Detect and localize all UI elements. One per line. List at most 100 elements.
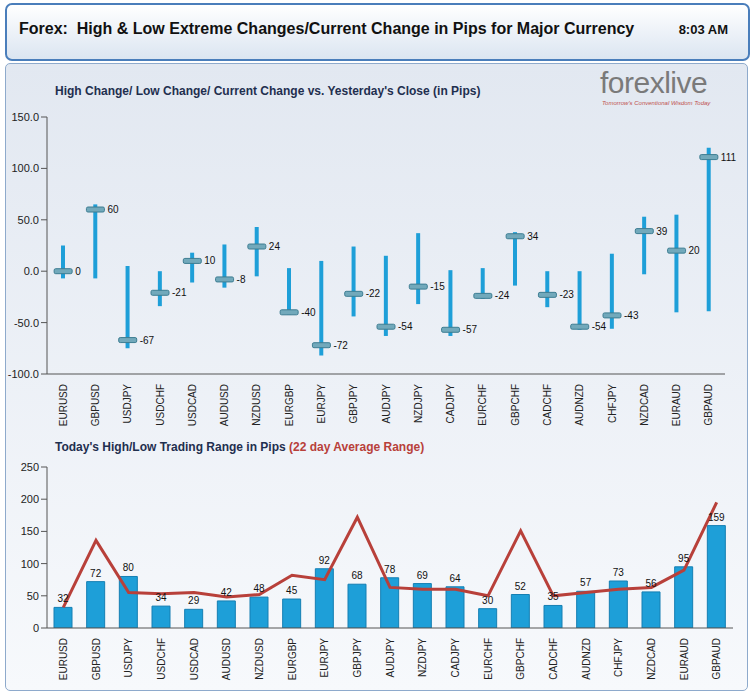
svg-text:AUDJPY: AUDJPY: [385, 638, 396, 678]
svg-text:GBPJPY: GBPJPY: [348, 384, 359, 424]
svg-text:250: 250: [21, 461, 39, 473]
html-text:High Change/ Low Change/ Curre: High Change/ Low Change/ Current Change …: [55, 84, 481, 98]
svg-text:32: 32: [57, 593, 69, 604]
svg-text:42: 42: [221, 587, 233, 598]
svg-text:-57: -57: [463, 324, 478, 335]
svg-text:EURUSD: EURUSD: [58, 384, 69, 426]
svg-text:56: 56: [645, 578, 657, 589]
svg-text:69: 69: [417, 570, 429, 581]
svg-text:-72: -72: [333, 340, 348, 351]
svg-text:CHFJPY: CHFJPY: [613, 638, 624, 677]
svg-text:150: 150: [21, 525, 39, 537]
svg-text:NZDJPY: NZDJPY: [417, 638, 428, 677]
svg-text:GBPAUD: GBPAUD: [711, 638, 722, 680]
svg-text:-22: -22: [366, 288, 381, 299]
svg-text:0.0: 0.0: [24, 265, 39, 277]
svg-text:EURGBP: EURGBP: [284, 384, 295, 427]
svg-text:60: 60: [107, 204, 119, 215]
svg-text:100.0: 100.0: [11, 162, 39, 174]
svg-text:20: 20: [689, 245, 701, 256]
svg-text:80: 80: [123, 562, 135, 573]
svg-text:-50.0: -50.0: [14, 317, 39, 329]
svg-text:EURJPY: EURJPY: [319, 638, 330, 678]
svg-text:GBPUSD: GBPUSD: [91, 638, 102, 680]
svg-text:CADJPY: CADJPY: [445, 384, 456, 424]
svg-text:NZDCAD: NZDCAD: [639, 384, 650, 426]
svg-text:USDJPY: USDJPY: [122, 384, 133, 424]
svg-text:-24: -24: [495, 290, 510, 301]
svg-text:100: 100: [21, 558, 39, 570]
svg-text:CADCHF: CADCHF: [542, 384, 553, 426]
svg-text:EURAUD: EURAUD: [671, 384, 682, 426]
html-text:forexlive: forexlive: [600, 66, 708, 99]
svg-text:24: 24: [269, 241, 281, 252]
svg-text:EURAUD: EURAUD: [679, 638, 690, 680]
svg-text:48: 48: [253, 583, 265, 594]
svg-text:64: 64: [449, 573, 461, 584]
svg-text:AUDJPY: AUDJPY: [381, 384, 392, 424]
svg-text:EURCHF: EURCHF: [477, 384, 488, 426]
svg-text:GBPAUD: GBPAUD: [703, 384, 714, 426]
svg-text:EURGBP: EURGBP: [287, 638, 298, 681]
svg-text:-21: -21: [172, 287, 187, 298]
svg-text:NZDUSD: NZDUSD: [254, 638, 265, 680]
svg-text:USDCAD: USDCAD: [187, 384, 198, 426]
svg-text:68: 68: [351, 570, 363, 581]
svg-text:EURJPY: EURJPY: [316, 384, 327, 424]
svg-text:-8: -8: [237, 274, 246, 285]
svg-text:CADJPY: CADJPY: [450, 638, 461, 678]
svg-text:-67: -67: [140, 335, 155, 346]
svg-text:78: 78: [384, 564, 396, 575]
svg-text:GBPCHF: GBPCHF: [510, 384, 521, 426]
svg-text:95: 95: [678, 553, 690, 564]
svg-text:-100.0: -100.0: [8, 368, 39, 380]
svg-text:USDJPY: USDJPY: [123, 638, 134, 678]
svg-text:159: 159: [708, 512, 725, 523]
svg-text:AUDNZD: AUDNZD: [581, 638, 592, 680]
svg-text:-43: -43: [624, 310, 639, 321]
svg-text:CHFJPY: CHFJPY: [607, 384, 618, 423]
svg-text:AUDUSD: AUDUSD: [221, 638, 232, 680]
svg-text:-54: -54: [398, 321, 413, 332]
svg-text:35: 35: [547, 591, 559, 602]
svg-text:50.0: 50.0: [18, 214, 39, 226]
svg-text:USDCHF: USDCHF: [155, 384, 166, 426]
svg-text:150.0: 150.0: [11, 111, 39, 123]
svg-text:45: 45: [286, 585, 298, 596]
svg-text:NZDUSD: NZDUSD: [251, 384, 262, 426]
svg-text:CADCHF: CADCHF: [548, 638, 559, 680]
svg-text:EURUSD: EURUSD: [58, 638, 69, 680]
svg-text:EURCHF: EURCHF: [483, 638, 494, 680]
svg-text:-40: -40: [301, 307, 316, 318]
svg-text:10: 10: [204, 255, 216, 266]
html-text:8:03 AM: 8:03 AM: [678, 22, 728, 37]
svg-text:GBPCHF: GBPCHF: [515, 638, 526, 680]
svg-text:0: 0: [33, 622, 39, 634]
svg-text:111: 111: [721, 152, 737, 163]
svg-text:USDCHF: USDCHF: [156, 638, 167, 680]
svg-text:GBPUSD: GBPUSD: [90, 384, 101, 426]
svg-text:-15: -15: [430, 281, 445, 292]
svg-text:50: 50: [27, 590, 39, 602]
svg-text:GBPJPY: GBPJPY: [352, 638, 363, 678]
svg-text:-54: -54: [592, 321, 607, 332]
svg-text:200: 200: [21, 493, 39, 505]
svg-text:AUDUSD: AUDUSD: [219, 384, 230, 426]
svg-text:72: 72: [90, 568, 102, 579]
svg-text:AUDNZD: AUDNZD: [574, 384, 585, 426]
svg-text:39: 39: [656, 226, 668, 237]
html-text:Forex: High & Low Extreme Chan: Forex: High & Low Extreme Changes/Curren…: [19, 20, 635, 37]
svg-text:30: 30: [482, 595, 494, 606]
svg-text:-23: -23: [559, 289, 574, 300]
svg-text:52: 52: [515, 581, 527, 592]
svg-text:34: 34: [155, 592, 167, 603]
svg-text:NZDCAD: NZDCAD: [646, 638, 657, 680]
svg-text:34: 34: [527, 231, 539, 242]
svg-text:NZDJPY: NZDJPY: [413, 384, 424, 423]
svg-text:73: 73: [613, 567, 625, 578]
svg-text:57: 57: [580, 577, 592, 588]
svg-text:USDCAD: USDCAD: [189, 638, 200, 680]
svg-text:29: 29: [188, 595, 200, 606]
svg-text:92: 92: [319, 555, 331, 566]
svg-text:0: 0: [75, 266, 81, 277]
